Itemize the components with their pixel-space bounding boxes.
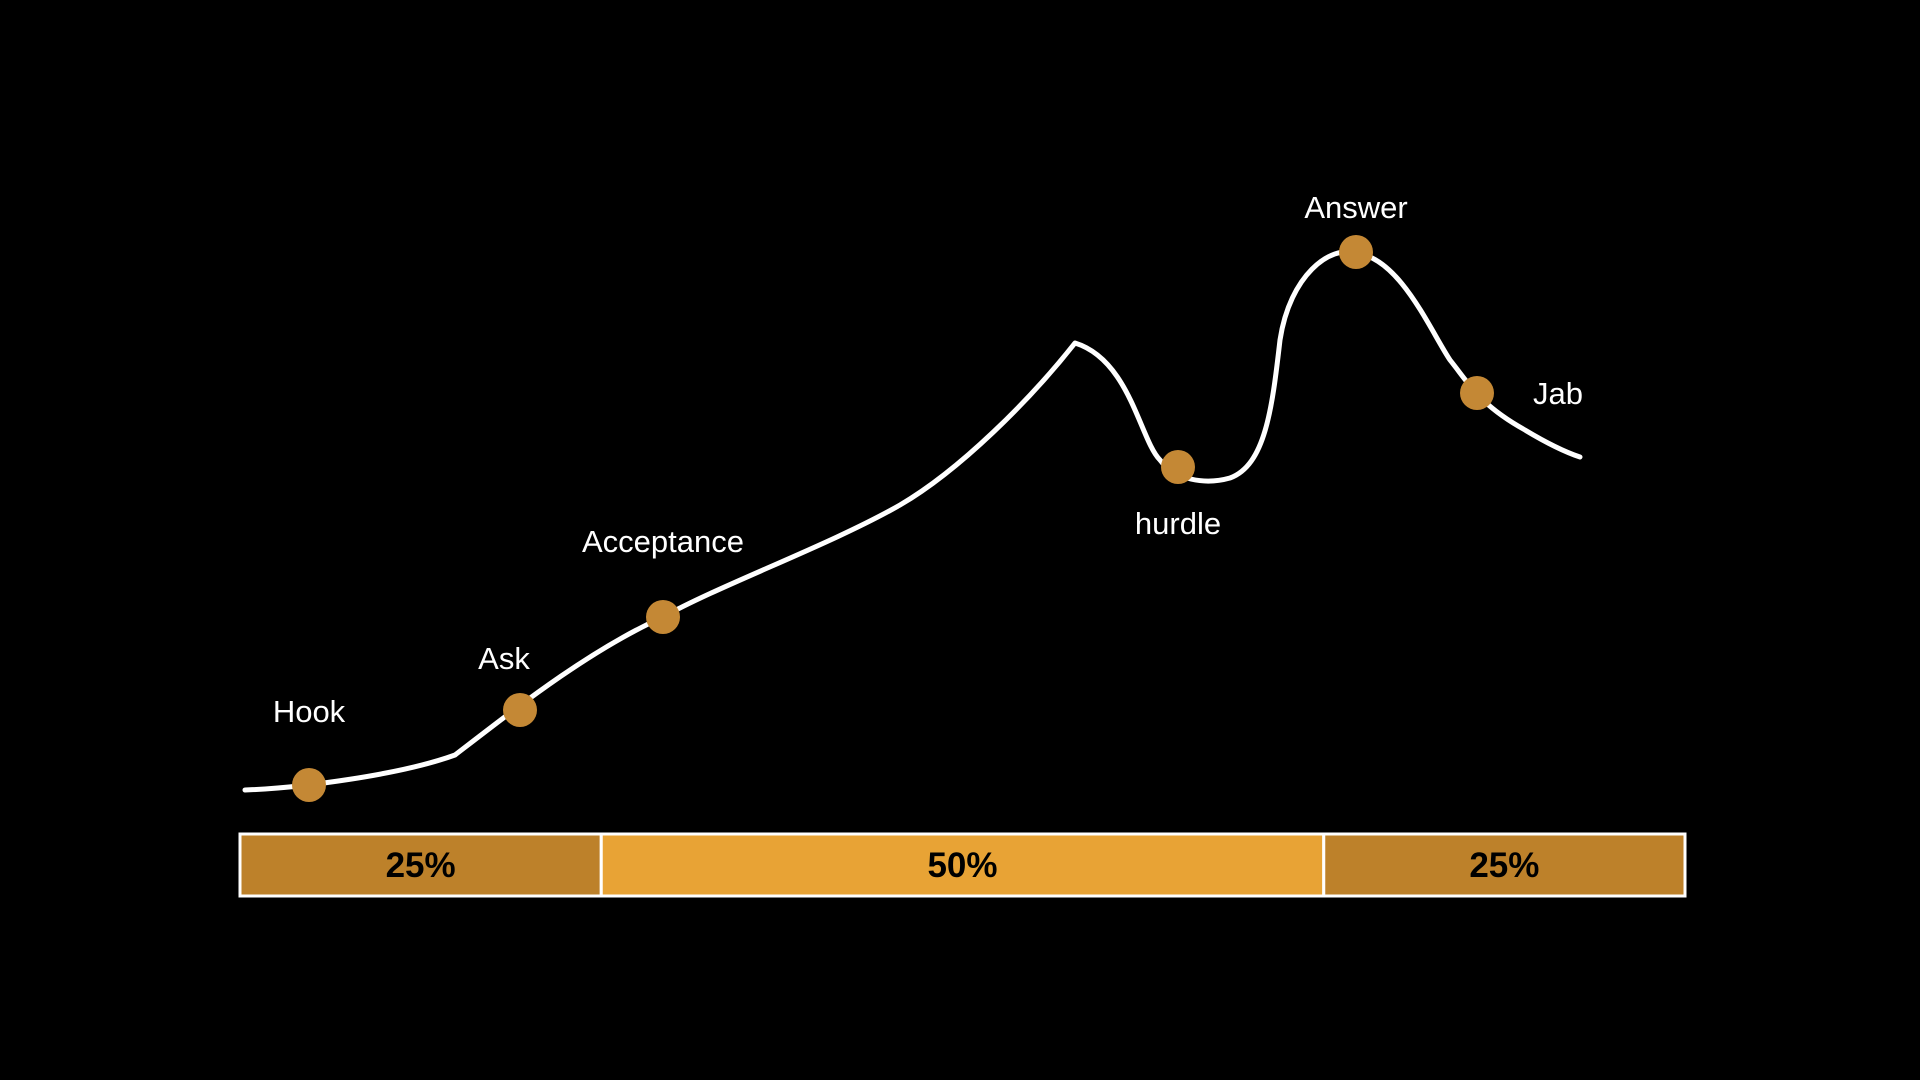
stage-label-hurdle: hurdle xyxy=(1135,506,1221,541)
stage-dot-answer xyxy=(1339,235,1373,269)
stage-label-ask: Ask xyxy=(478,641,530,676)
segment-3-bar xyxy=(1322,832,1687,898)
stage-label-answer: Answer xyxy=(1304,190,1407,225)
stage-dot-ask xyxy=(503,693,537,727)
segment-2-label: 50% xyxy=(927,846,997,885)
stage-label-jab: Jab xyxy=(1533,376,1583,411)
segment-1-bar xyxy=(238,832,603,898)
stage-label-acceptance: Acceptance xyxy=(582,524,744,559)
stage-label-hook: Hook xyxy=(273,694,346,729)
segment-3-label: 25% xyxy=(1469,846,1539,885)
stage-markers: Hook Ask Acceptance hurdle Answer Jab xyxy=(273,190,1583,802)
story-arc-curve xyxy=(242,249,1583,793)
stage-dot-jab xyxy=(1460,376,1494,410)
segment-1-label: 25% xyxy=(386,846,456,885)
segment-2-bar xyxy=(599,832,1326,898)
proportion-bar: 25% 50% 25% xyxy=(238,832,1687,898)
stage-dot-acceptance xyxy=(646,600,680,634)
stage-dot-hurdle xyxy=(1161,450,1195,484)
stage-dot-hook xyxy=(292,768,326,802)
